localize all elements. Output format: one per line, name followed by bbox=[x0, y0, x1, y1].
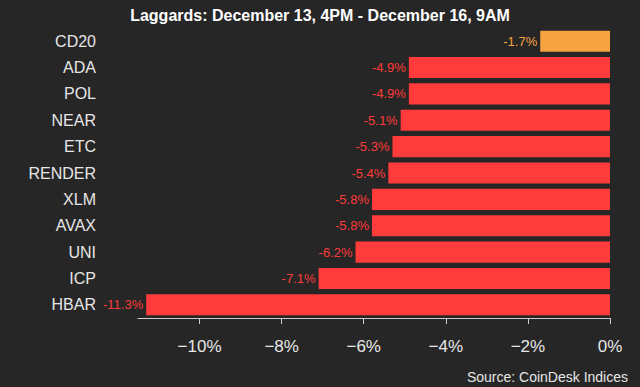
svg-text:HBAR: HBAR bbox=[52, 296, 96, 313]
svg-text:−8%: −8% bbox=[264, 337, 299, 356]
svg-text:-4.9%: -4.9% bbox=[372, 60, 406, 75]
svg-text:RENDER: RENDER bbox=[28, 165, 96, 182]
svg-text:0%: 0% bbox=[598, 337, 623, 356]
svg-text:-5.8%: -5.8% bbox=[335, 218, 369, 233]
svg-text:XLM: XLM bbox=[63, 191, 96, 208]
svg-text:ETC: ETC bbox=[64, 138, 96, 155]
svg-text:CD20: CD20 bbox=[55, 33, 96, 50]
svg-text:-11.3%: -11.3% bbox=[103, 297, 144, 312]
svg-text:-5.3%: -5.3% bbox=[356, 139, 390, 154]
svg-text:-5.1%: -5.1% bbox=[364, 113, 398, 128]
svg-text:Source: CoinDesk Indices: Source: CoinDesk Indices bbox=[467, 369, 628, 385]
svg-text:NEAR: NEAR bbox=[52, 112, 96, 129]
svg-text:-1.7%: -1.7% bbox=[503, 34, 537, 49]
svg-text:AVAX: AVAX bbox=[56, 217, 97, 234]
svg-text:ICP: ICP bbox=[69, 270, 96, 287]
svg-text:−10%: −10% bbox=[178, 337, 222, 356]
svg-text:-4.9%: -4.9% bbox=[372, 86, 406, 101]
svg-text:−6%: −6% bbox=[346, 337, 381, 356]
svg-text:POL: POL bbox=[64, 85, 96, 102]
svg-text:ADA: ADA bbox=[63, 59, 96, 76]
svg-text:−2%: −2% bbox=[511, 337, 546, 356]
svg-text:-7.1%: -7.1% bbox=[282, 271, 316, 286]
svg-text:−4%: −4% bbox=[429, 337, 464, 356]
svg-text:-5.4%: -5.4% bbox=[351, 166, 385, 181]
svg-text:-5.8%: -5.8% bbox=[335, 192, 369, 207]
svg-text:UNI: UNI bbox=[68, 244, 96, 261]
svg-text:-6.2%: -6.2% bbox=[319, 245, 353, 260]
svg-text:Laggards: December 13, 4PM - D: Laggards: December 13, 4PM - December 16… bbox=[130, 7, 510, 24]
